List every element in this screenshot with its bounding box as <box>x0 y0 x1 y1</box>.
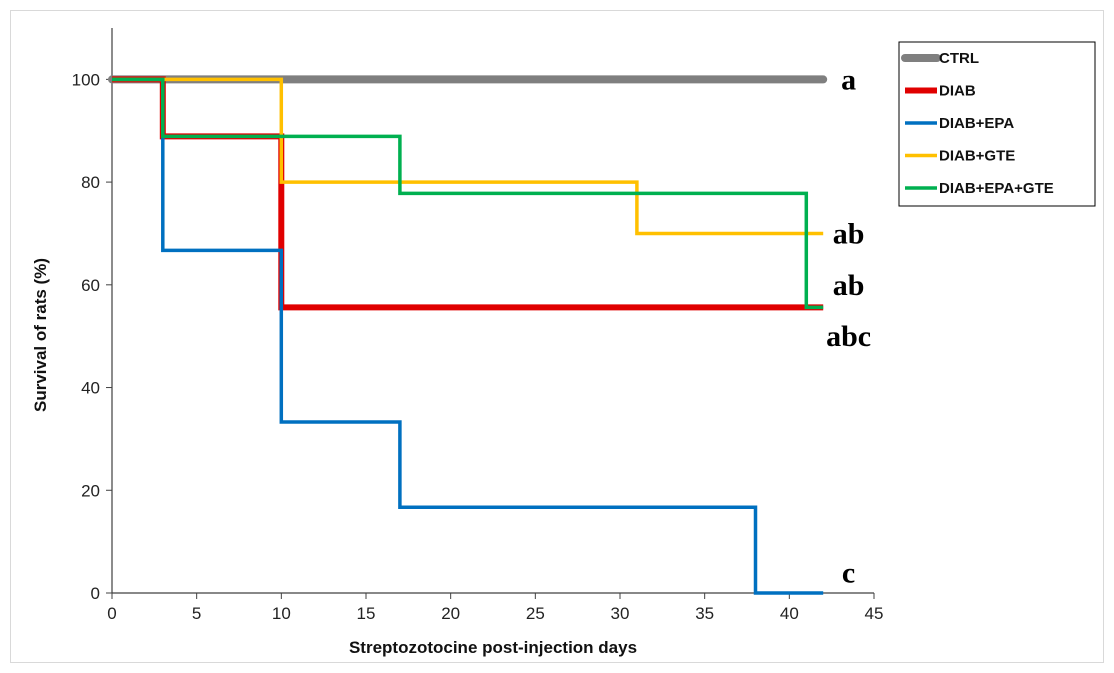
annotation-label: ab <box>833 269 865 302</box>
x-tick-label: 15 <box>357 604 376 623</box>
series-lines <box>108 75 828 595</box>
x-tick-label: 20 <box>441 604 460 623</box>
y-tick-label: 20 <box>81 481 100 500</box>
x-tick-label: 40 <box>780 604 799 623</box>
legend-label: CTRL <box>939 50 979 67</box>
annotation-label: a <box>841 63 856 96</box>
y-tick-label: 0 <box>91 584 100 603</box>
series-line-diab-gte <box>112 77 824 236</box>
legend: CTRL DIAB DIAB+EPA DIAB+GTE DIAB+EPA+GTE <box>898 41 1096 207</box>
axes: 0 5 10 15 20 25 30 35 40 45 0 20 40 60 80 100 <box>72 28 884 623</box>
y-tick-label: 100 <box>72 70 100 89</box>
x-axis-title: Streptozotocine post-injection days <box>349 638 637 657</box>
y-tick-label: 60 <box>81 276 100 295</box>
x-tick-label: 35 <box>695 604 714 623</box>
annotation-label: ab <box>833 217 865 250</box>
x-tick-label: 10 <box>272 604 291 623</box>
legend-label: DIAB+GTE <box>939 148 1015 165</box>
x-tick-label: 30 <box>611 604 630 623</box>
significance-annotations: a ab ab abc c <box>826 63 871 589</box>
x-tick-label: 45 <box>865 604 884 623</box>
legend-label: DIAB <box>939 83 976 100</box>
series-line-diab-epa <box>112 77 824 595</box>
series-line-diab-epa-gte <box>112 77 824 310</box>
y-tick-label: 80 <box>81 173 100 192</box>
annotation-label: abc <box>826 320 871 353</box>
x-tick-label: 5 <box>192 604 201 623</box>
y-tick-label: 40 <box>81 379 100 398</box>
x-tick-label: 0 <box>107 604 116 623</box>
x-tick-label: 25 <box>526 604 545 623</box>
y-axis-title: Survival of rats (%) <box>31 258 50 412</box>
legend-label: DIAB+EPA <box>939 115 1014 132</box>
annotation-label: c <box>842 556 855 589</box>
legend-label: DIAB+EPA+GTE <box>939 180 1054 197</box>
